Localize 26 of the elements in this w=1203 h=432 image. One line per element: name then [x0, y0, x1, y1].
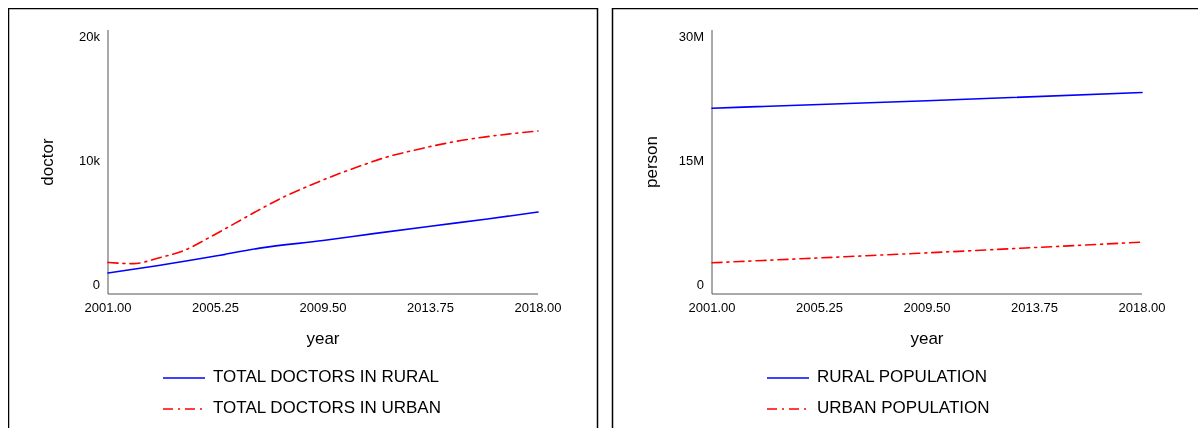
x-tick-label: 2001.00 — [84, 300, 132, 315]
x-tick-label: 2005.25 — [796, 300, 843, 315]
x-tick-label: 2018.00 — [514, 300, 562, 315]
legend-label: TOTAL DOCTORS IN URBAN — [213, 398, 441, 418]
x-tick-label: 2013.75 — [1011, 300, 1058, 315]
x-tick-label: 2005.25 — [192, 300, 239, 315]
x-tick-label: 2009.50 — [299, 300, 347, 315]
line-series — [107, 130, 539, 265]
y-axis-title: person — [642, 136, 661, 188]
y-tick-label: 0 — [696, 277, 704, 293]
y-tick-label: 15M — [678, 153, 704, 169]
y-tick-label: 0 — [92, 277, 100, 293]
y-tick-label: 10k — [79, 153, 101, 169]
x-axis-title: year — [910, 329, 944, 348]
x-tick-label: 2013.75 — [407, 300, 454, 315]
x-tick-label: 2001.00 — [688, 300, 736, 315]
legend-label: URBAN POPULATION — [817, 398, 990, 418]
line-series — [107, 211, 539, 274]
x-axis-title: year — [306, 329, 340, 348]
y-tick-label: 20k — [79, 29, 101, 45]
y-tick-label: 30M — [678, 29, 704, 45]
x-tick-label: 2018.00 — [1118, 300, 1166, 315]
x-tick-label: 2009.50 — [903, 300, 951, 315]
legend-label: TOTAL DOCTORS IN RURAL — [213, 367, 440, 387]
y-axis-title: doctor — [38, 138, 57, 186]
legend-label: RURAL POPULATION — [817, 367, 988, 387]
